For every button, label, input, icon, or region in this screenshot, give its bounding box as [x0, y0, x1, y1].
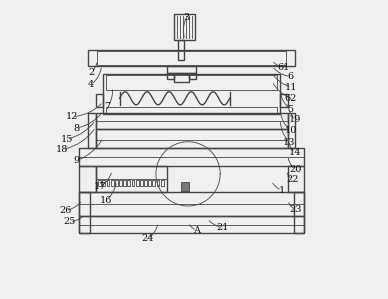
Bar — [189, 73, 196, 79]
Bar — [144, 181, 147, 186]
Text: 13: 13 — [283, 138, 296, 147]
Text: 12: 12 — [66, 112, 78, 121]
Bar — [106, 107, 277, 113]
Bar — [96, 113, 288, 129]
Text: 18: 18 — [56, 145, 69, 154]
Text: 16: 16 — [100, 196, 113, 205]
Bar — [80, 192, 304, 216]
Text: 20: 20 — [289, 165, 301, 174]
Text: 10: 10 — [284, 126, 297, 135]
Bar — [106, 75, 277, 90]
Bar — [80, 167, 96, 192]
Text: 3: 3 — [184, 13, 190, 22]
Text: 61: 61 — [277, 63, 289, 72]
Bar — [96, 129, 288, 148]
Bar — [280, 94, 288, 107]
Text: 22: 22 — [286, 175, 298, 184]
Bar — [80, 192, 90, 233]
Bar — [288, 113, 295, 148]
Bar — [161, 181, 164, 186]
Text: 9: 9 — [73, 156, 80, 165]
Bar — [180, 182, 189, 190]
Text: 26: 26 — [59, 206, 72, 215]
Text: 2: 2 — [88, 68, 94, 77]
Text: 19: 19 — [289, 115, 301, 124]
Bar — [88, 113, 96, 148]
Bar — [127, 181, 130, 186]
Bar — [119, 181, 122, 186]
Text: 1: 1 — [279, 186, 285, 195]
Bar — [132, 181, 135, 186]
Bar — [102, 181, 105, 186]
Bar — [174, 73, 189, 82]
Bar — [166, 73, 174, 79]
Text: 62: 62 — [284, 94, 297, 103]
Bar — [123, 181, 126, 186]
Bar — [115, 181, 118, 186]
Text: 24: 24 — [142, 234, 154, 243]
Text: 21: 21 — [216, 223, 229, 232]
Text: 6: 6 — [288, 72, 294, 81]
Bar — [294, 192, 304, 233]
Bar — [178, 40, 184, 60]
Text: 5: 5 — [288, 105, 294, 114]
Text: 4: 4 — [88, 80, 94, 89]
Bar — [98, 181, 101, 186]
Text: 7: 7 — [105, 102, 111, 111]
Text: 8: 8 — [73, 123, 80, 132]
Bar — [288, 167, 304, 192]
Text: 15: 15 — [61, 135, 73, 144]
Text: 14: 14 — [289, 148, 301, 157]
Bar — [96, 167, 166, 192]
Bar — [174, 14, 195, 40]
Text: 23: 23 — [289, 205, 301, 214]
Bar — [140, 181, 143, 186]
Bar — [88, 50, 295, 66]
Bar — [148, 181, 151, 186]
Text: 17: 17 — [94, 182, 106, 191]
Bar — [111, 181, 114, 186]
Bar — [136, 181, 139, 186]
Bar — [152, 181, 155, 186]
Bar — [96, 94, 103, 107]
Bar — [166, 66, 196, 73]
Bar — [97, 51, 286, 65]
Bar — [106, 181, 109, 186]
Bar — [80, 148, 304, 167]
Bar — [156, 181, 159, 186]
Text: A: A — [194, 226, 201, 235]
Text: 11: 11 — [284, 83, 297, 91]
Bar — [80, 216, 304, 233]
Text: 25: 25 — [63, 217, 76, 226]
Bar — [103, 74, 280, 114]
